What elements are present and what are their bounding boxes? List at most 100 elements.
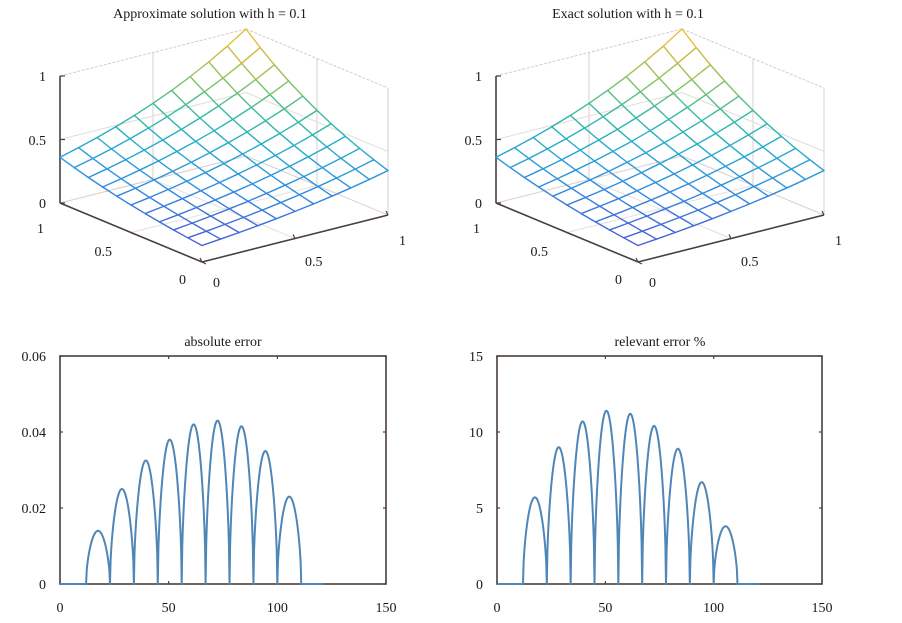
mesh-line: [589, 170, 610, 181]
mesh-line: [350, 178, 371, 189]
mesh-line: [279, 132, 295, 147]
floor-gridline: [130, 185, 318, 233]
mesh-line: [719, 108, 736, 123]
mesh-line: [645, 141, 666, 154]
mesh-line: [373, 159, 389, 172]
mesh-line: [631, 206, 648, 217]
mesh-line: [340, 157, 356, 170]
y-tick-label: 0: [179, 273, 186, 288]
mesh-line: [269, 80, 290, 96]
mesh-line: [705, 80, 726, 96]
mesh-line: [219, 231, 240, 240]
mesh-line: [809, 159, 825, 172]
mesh-line: [210, 208, 231, 217]
mesh-line: [147, 115, 168, 129]
back-wall-gridline: [245, 92, 389, 152]
mesh-line: [644, 45, 665, 63]
mesh-line: [152, 89, 173, 105]
mesh-line: [672, 92, 689, 109]
mesh-line: [260, 132, 281, 145]
mesh-line: [625, 61, 646, 78]
mesh-line: [224, 216, 245, 226]
mesh-line: [626, 152, 647, 163]
mesh-line: [683, 200, 699, 211]
mesh-line: [697, 201, 718, 211]
mesh-line: [233, 191, 249, 202]
mesh-line: [720, 184, 737, 196]
y-tick-label: 1: [473, 222, 480, 237]
mesh-line: [200, 190, 216, 201]
mesh-line: [757, 157, 778, 169]
mesh-line: [627, 222, 644, 232]
mesh-line: [631, 199, 652, 209]
y-tick-label: 0.5: [95, 245, 113, 260]
mesh-line: [222, 62, 243, 79]
y-tick: [566, 231, 572, 236]
z-tick-label: 0.5: [465, 134, 483, 149]
mesh-line: [124, 149, 145, 161]
mesh-line: [187, 237, 203, 247]
axes-box: [59, 28, 389, 265]
mesh-line: [723, 80, 740, 97]
mesh-line: [217, 92, 238, 107]
mesh-line: [124, 159, 141, 171]
mesh-line: [771, 168, 792, 179]
y-tick-label: 15: [469, 350, 483, 365]
mesh-line: [569, 114, 586, 129]
surface-plot-approximate: Approximate solution with h = 0.1 1 0.5 …: [29, 7, 407, 291]
mesh-line: [181, 190, 202, 200]
mesh-line: [696, 143, 713, 157]
mesh-line: [134, 179, 155, 189]
mesh-line: [804, 169, 825, 181]
mesh-line: [101, 178, 122, 188]
mesh-line: [537, 186, 554, 197]
mesh-line: [227, 141, 244, 155]
mesh-line: [786, 178, 807, 189]
mesh-line: [176, 150, 192, 163]
z-tick-label: 1: [475, 70, 482, 85]
mesh-line: [776, 147, 797, 159]
mesh-line: [251, 174, 272, 185]
mesh-line: [691, 78, 707, 96]
mesh-line: [287, 80, 304, 97]
mesh-line: [307, 146, 328, 158]
mesh-line: [283, 108, 300, 123]
mesh-line: [232, 118, 248, 133]
y-tick-label: 0.06: [22, 350, 47, 365]
mesh-line: [275, 210, 296, 220]
mesh-line: [330, 123, 347, 138]
mesh-line: [195, 199, 216, 209]
mesh-line: [660, 223, 676, 234]
back-wall-gridline: [495, 92, 683, 140]
mesh-line: [87, 176, 104, 188]
mesh-line: [672, 78, 693, 94]
mesh-line: [757, 166, 774, 179]
mesh-line: [710, 154, 727, 167]
mesh-line: [191, 215, 212, 224]
mesh-line: [321, 157, 342, 169]
error-series-line: [60, 419, 323, 585]
mesh-line: [738, 95, 754, 112]
mesh-line: [637, 238, 658, 247]
mesh-line: [297, 121, 314, 136]
mesh-line: [180, 128, 197, 143]
mesh-line: [794, 147, 811, 161]
mesh-line: [669, 183, 690, 193]
mesh-line: [110, 138, 131, 150]
mesh-line: [316, 109, 332, 125]
mesh-line: [644, 61, 660, 79]
mesh-line: [570, 187, 587, 199]
mesh-line: [274, 144, 295, 157]
mesh-line: [191, 222, 208, 232]
mesh-line: [676, 46, 697, 65]
mesh-line: [546, 138, 567, 150]
mesh-line: [270, 165, 291, 176]
mesh-line: [552, 187, 573, 197]
mesh-line: [171, 170, 188, 182]
mesh-line: [579, 139, 600, 151]
mesh-line: [673, 173, 690, 185]
x-tick-label: 100: [267, 601, 288, 616]
y-tick-label: 0: [615, 273, 622, 288]
y-tick-label: 5: [476, 502, 483, 517]
mesh-line: [584, 188, 605, 199]
